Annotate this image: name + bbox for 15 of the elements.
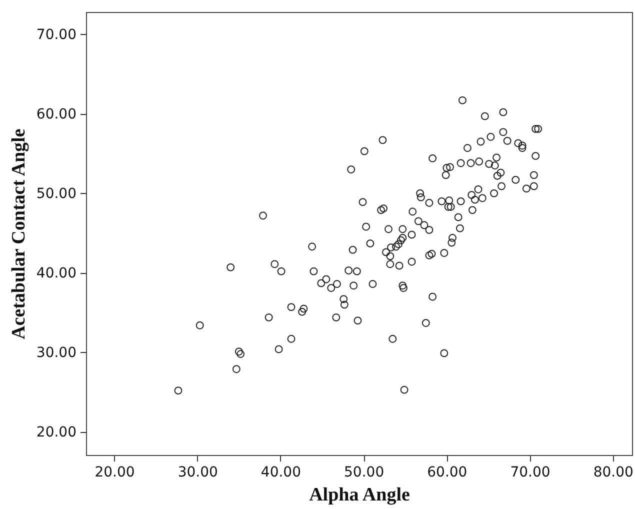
- x-tick-label: 30.00: [178, 464, 218, 480]
- x-tick-label: 40.00: [260, 464, 302, 480]
- x-axis-title: Alpha Angle: [309, 484, 410, 506]
- y-tick-label: 40.00: [36, 265, 76, 282]
- x-tick-label: 20.00: [94, 464, 135, 480]
- x-tick-label: 50.00: [344, 464, 384, 480]
- x-tick-label: 80.00: [593, 464, 634, 480]
- y-axis-title: Acetabular Contact Angle: [8, 128, 30, 340]
- y-tick-label: 30.00: [36, 344, 76, 361]
- x-tick-label: 70.00: [510, 464, 550, 480]
- y-tick-label: 70.00: [36, 26, 76, 43]
- x-tick-label: 60.00: [427, 464, 468, 480]
- y-tick-label: 20.00: [36, 424, 76, 440]
- y-tick-label: 60.00: [36, 106, 76, 122]
- y-tick-label: 50.00: [36, 186, 76, 202]
